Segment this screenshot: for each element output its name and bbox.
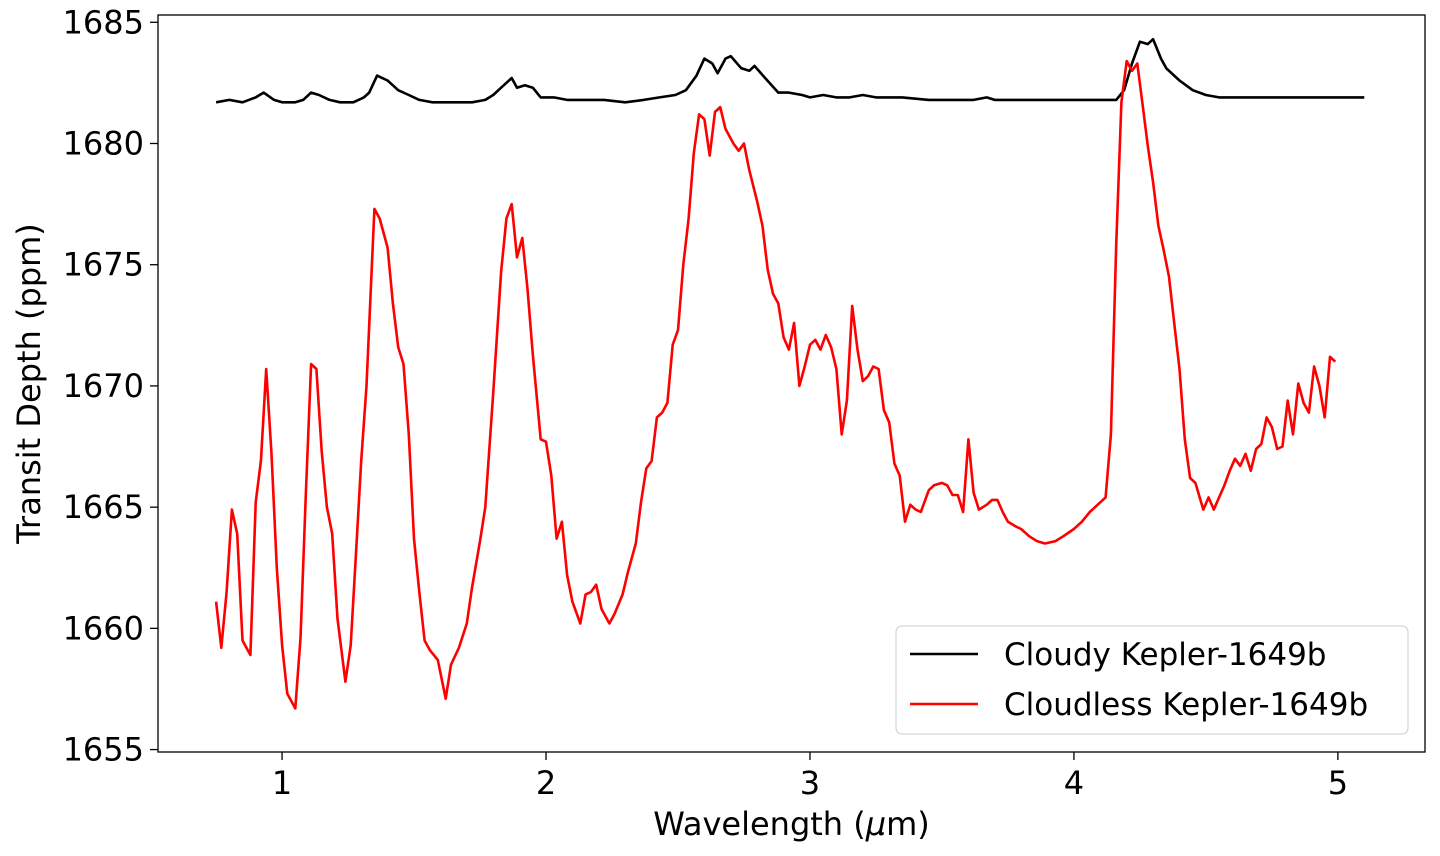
legend-label-cloudy: Cloudy Kepler-1649b [1004, 637, 1327, 673]
y-tick-label: 1670 [63, 367, 144, 405]
plot-frame [157, 14, 1426, 753]
y-tick-label: 1675 [63, 246, 144, 284]
x-tick-label: 4 [1064, 764, 1084, 802]
x-tick-label: 5 [1328, 764, 1348, 802]
y-tick-label: 1680 [63, 124, 144, 162]
series-line-cloudy [215, 37, 1365, 104]
y-tick-label: 1685 [63, 3, 144, 41]
legend-label-cloudless: Cloudless Kepler-1649b [1004, 687, 1368, 723]
x-tick-label: 1 [272, 764, 292, 802]
series-line-cloudless [214, 59, 1337, 710]
x-axis-label: Wavelength (μm) [653, 805, 930, 843]
y-tick-label: 1655 [63, 731, 144, 769]
legend: Cloudy Kepler-1649b Cloudless Kepler-164… [895, 625, 1409, 735]
x-tick-label: 2 [536, 764, 556, 802]
x-tick-label: 3 [800, 764, 820, 802]
y-axis-label: Transit Depth (ppm) [10, 223, 48, 545]
y-tick-label: 1660 [63, 609, 144, 647]
x-axis-ticks: 1 2 3 4 5 [272, 752, 1348, 802]
plot-area [214, 37, 1365, 710]
y-tick-label: 1665 [63, 488, 144, 526]
legend-box [895, 625, 1409, 735]
y-axis-ticks: 1655 1660 1665 1670 1675 1680 1685 [63, 3, 158, 769]
